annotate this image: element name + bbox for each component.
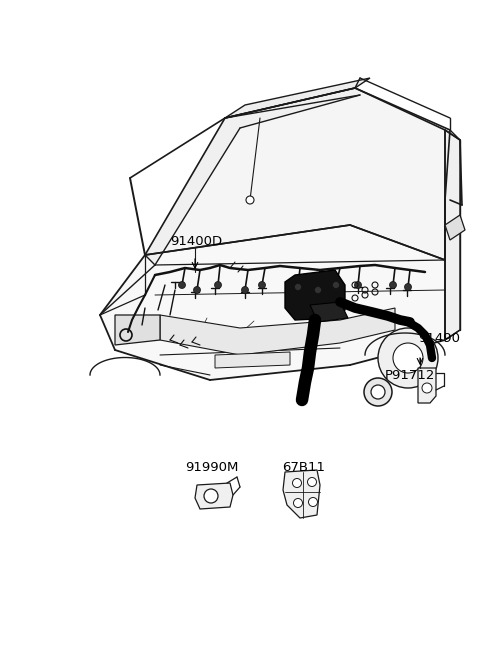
Polygon shape <box>215 352 290 368</box>
Circle shape <box>246 196 254 204</box>
Polygon shape <box>310 302 348 322</box>
Polygon shape <box>195 483 233 509</box>
Polygon shape <box>100 225 445 380</box>
Polygon shape <box>225 78 370 118</box>
Text: 91490: 91490 <box>418 332 460 345</box>
Polygon shape <box>283 470 320 518</box>
Polygon shape <box>160 308 395 355</box>
Polygon shape <box>445 130 460 340</box>
Circle shape <box>314 287 322 293</box>
Circle shape <box>204 489 218 503</box>
Circle shape <box>215 281 221 289</box>
Circle shape <box>308 478 316 487</box>
Polygon shape <box>418 368 436 403</box>
Text: P91712: P91712 <box>385 369 435 382</box>
Circle shape <box>378 328 438 388</box>
Circle shape <box>371 385 385 399</box>
Circle shape <box>405 283 411 291</box>
Text: 67B11: 67B11 <box>282 461 325 474</box>
Circle shape <box>293 499 302 508</box>
Circle shape <box>259 281 265 289</box>
Circle shape <box>292 478 301 487</box>
Circle shape <box>355 281 361 289</box>
Circle shape <box>241 287 249 293</box>
Circle shape <box>422 383 432 393</box>
Circle shape <box>393 343 423 373</box>
Text: 91400D: 91400D <box>170 235 222 248</box>
Polygon shape <box>445 215 465 240</box>
Circle shape <box>389 281 396 289</box>
Circle shape <box>193 287 201 293</box>
Polygon shape <box>285 270 345 320</box>
Circle shape <box>179 281 185 289</box>
Polygon shape <box>115 315 160 345</box>
Polygon shape <box>145 88 360 265</box>
Polygon shape <box>145 88 445 260</box>
Circle shape <box>333 281 339 289</box>
Text: 91990M: 91990M <box>185 461 239 474</box>
Circle shape <box>364 378 392 406</box>
Circle shape <box>295 283 301 291</box>
Circle shape <box>309 497 317 506</box>
